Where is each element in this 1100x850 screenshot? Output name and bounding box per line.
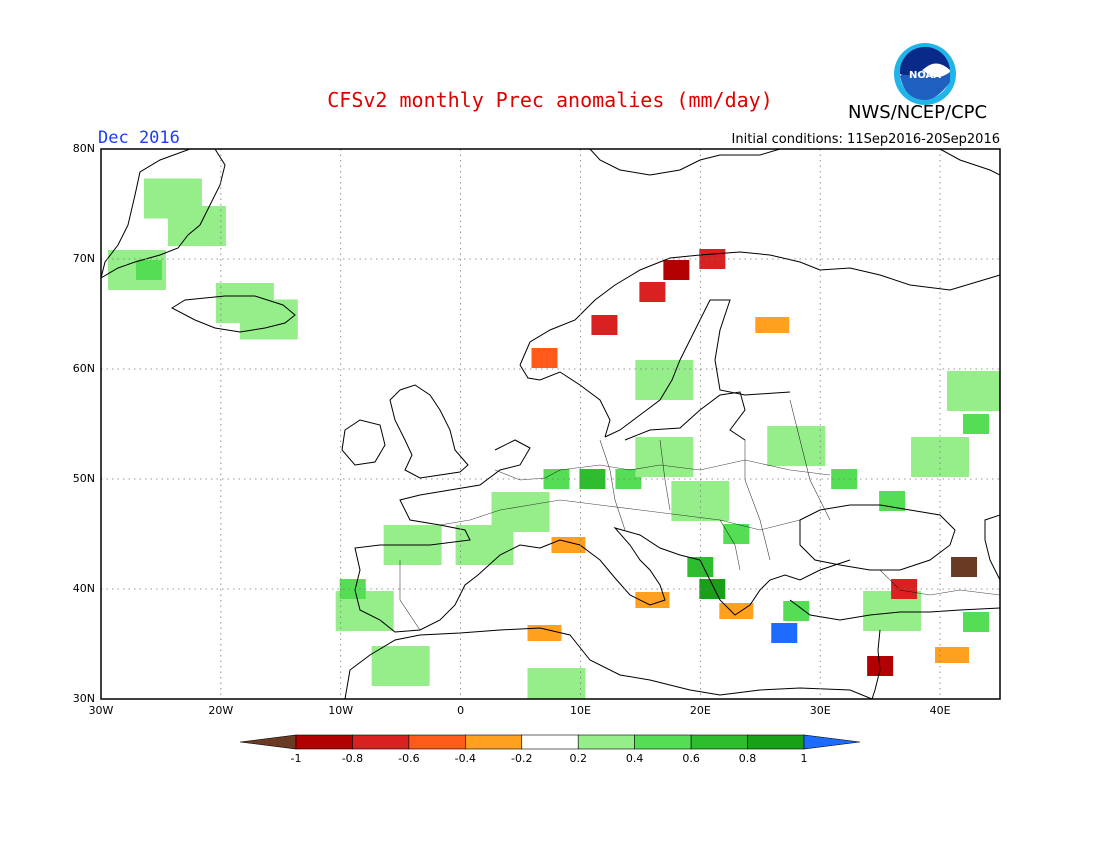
lat-tick-label: 80N bbox=[72, 142, 95, 155]
coastline-ireland bbox=[341, 419, 386, 466]
coastline-balkans bbox=[699, 559, 851, 616]
colorbar-tick-label: 0.8 bbox=[738, 752, 757, 765]
coastline-levant bbox=[871, 629, 881, 699]
dry-anomaly-patch bbox=[527, 625, 562, 641]
coastline-france-iberia bbox=[354, 439, 541, 633]
wet-anomaly-patch bbox=[615, 469, 642, 489]
dry-anomaly-patch bbox=[867, 656, 894, 676]
coastline-caspian bbox=[984, 514, 1000, 581]
dry-anomaly-patch bbox=[663, 260, 690, 280]
forecast-period: Dec 2016 bbox=[98, 128, 180, 148]
wet-anomaly-patch bbox=[963, 414, 990, 434]
colorbar-tick-label: 0.4 bbox=[625, 752, 644, 765]
colorbar-tick-label: 0.6 bbox=[682, 752, 700, 765]
coastline-greenland bbox=[101, 149, 226, 279]
coastline-novaya bbox=[939, 149, 1000, 176]
wet-anomaly-patch bbox=[767, 426, 826, 466]
dry-anomaly-patch bbox=[639, 282, 666, 302]
dry-anomaly-patch bbox=[951, 557, 978, 577]
coastline-italy bbox=[539, 527, 701, 606]
dry-anomaly-patch bbox=[719, 603, 754, 619]
wet-anomaly-patch bbox=[947, 371, 1000, 411]
map-frame bbox=[100, 148, 1001, 700]
coastline-svalbard bbox=[589, 149, 781, 176]
coastline-scandinavia bbox=[519, 251, 1000, 366]
noaa-logo: NOAA bbox=[894, 43, 956, 105]
wet-anomaly-patch bbox=[339, 579, 366, 599]
wet-anomaly-patch bbox=[371, 646, 430, 686]
lon-tick-label: 40E bbox=[929, 704, 951, 717]
lat-tick-label: 50N bbox=[72, 472, 95, 485]
wet-anomaly-patch bbox=[723, 524, 750, 544]
logo-text: NOAA bbox=[909, 70, 941, 81]
colorbar-tick-label: -0.6 bbox=[398, 752, 420, 765]
coastline-north-africa bbox=[344, 627, 873, 699]
wet-anomaly-patch bbox=[167, 206, 226, 246]
coastline-black-sea bbox=[799, 504, 956, 571]
lon-tick-label: 20W bbox=[208, 704, 234, 717]
coastline-britain bbox=[389, 384, 469, 479]
coastline-iceland bbox=[170, 295, 296, 333]
colorbar-tick-label: 0.2 bbox=[569, 752, 587, 765]
lon-tick-label: 10E bbox=[569, 704, 591, 717]
wet-anomaly-patch bbox=[635, 437, 694, 477]
lat-tick-label: 40N bbox=[72, 582, 95, 595]
dry-anomaly-patch bbox=[635, 592, 670, 608]
wet-anomaly-patch bbox=[635, 360, 694, 400]
wet-anomaly-patch bbox=[527, 668, 586, 699]
wet-anomaly-patch bbox=[135, 260, 162, 280]
lon-tick-label: 0 bbox=[457, 704, 465, 717]
wet-anomaly-patch bbox=[543, 469, 570, 489]
wet-anomaly-patch bbox=[783, 601, 810, 621]
dry-anomaly-patch bbox=[531, 348, 558, 368]
dry-anomaly-patch bbox=[591, 315, 618, 335]
colorbar-tick-label: -1 bbox=[290, 752, 302, 765]
wet-anomaly-patch bbox=[491, 492, 550, 532]
colorbar-tick-label: -0.2 bbox=[511, 752, 533, 765]
lat-tick-label: 30N bbox=[72, 692, 95, 705]
dry-anomaly-patch bbox=[935, 647, 970, 663]
colorbar-tick-label: 1 bbox=[800, 752, 808, 765]
wet-anomaly-patch bbox=[771, 623, 798, 643]
colorbar-tick-label: -0.8 bbox=[341, 752, 364, 765]
initial-conditions: Initial conditions: 11Sep2016-20Sep2016 bbox=[731, 132, 1000, 147]
coastline-norway-south bbox=[519, 364, 611, 438]
lat-tick-label: 60N bbox=[72, 362, 95, 375]
dry-anomaly-patch bbox=[755, 317, 790, 333]
agency-label: NWS/NCEP/CPC bbox=[848, 102, 988, 123]
lon-tick-label: 20E bbox=[689, 704, 711, 717]
coastline-turkey-south bbox=[789, 599, 1000, 621]
wet-anomaly-patch bbox=[239, 299, 298, 340]
coastline-baltic bbox=[624, 391, 746, 441]
lon-tick-label: 30E bbox=[809, 704, 831, 717]
wet-anomaly-patch bbox=[963, 612, 990, 632]
dry-anomaly-patch bbox=[551, 537, 586, 553]
colorbar-tick-label: -0.4 bbox=[454, 752, 477, 765]
lat-tick-label: 70N bbox=[72, 252, 95, 265]
chart-title: CFSv2 monthly Prec anomalies (mm/day) bbox=[327, 88, 773, 112]
wet-anomaly-patch bbox=[579, 469, 606, 489]
lon-tick-label: 30W bbox=[88, 704, 114, 717]
lon-tick-label: 10W bbox=[328, 704, 354, 717]
wet-anomaly-patch bbox=[879, 491, 906, 511]
